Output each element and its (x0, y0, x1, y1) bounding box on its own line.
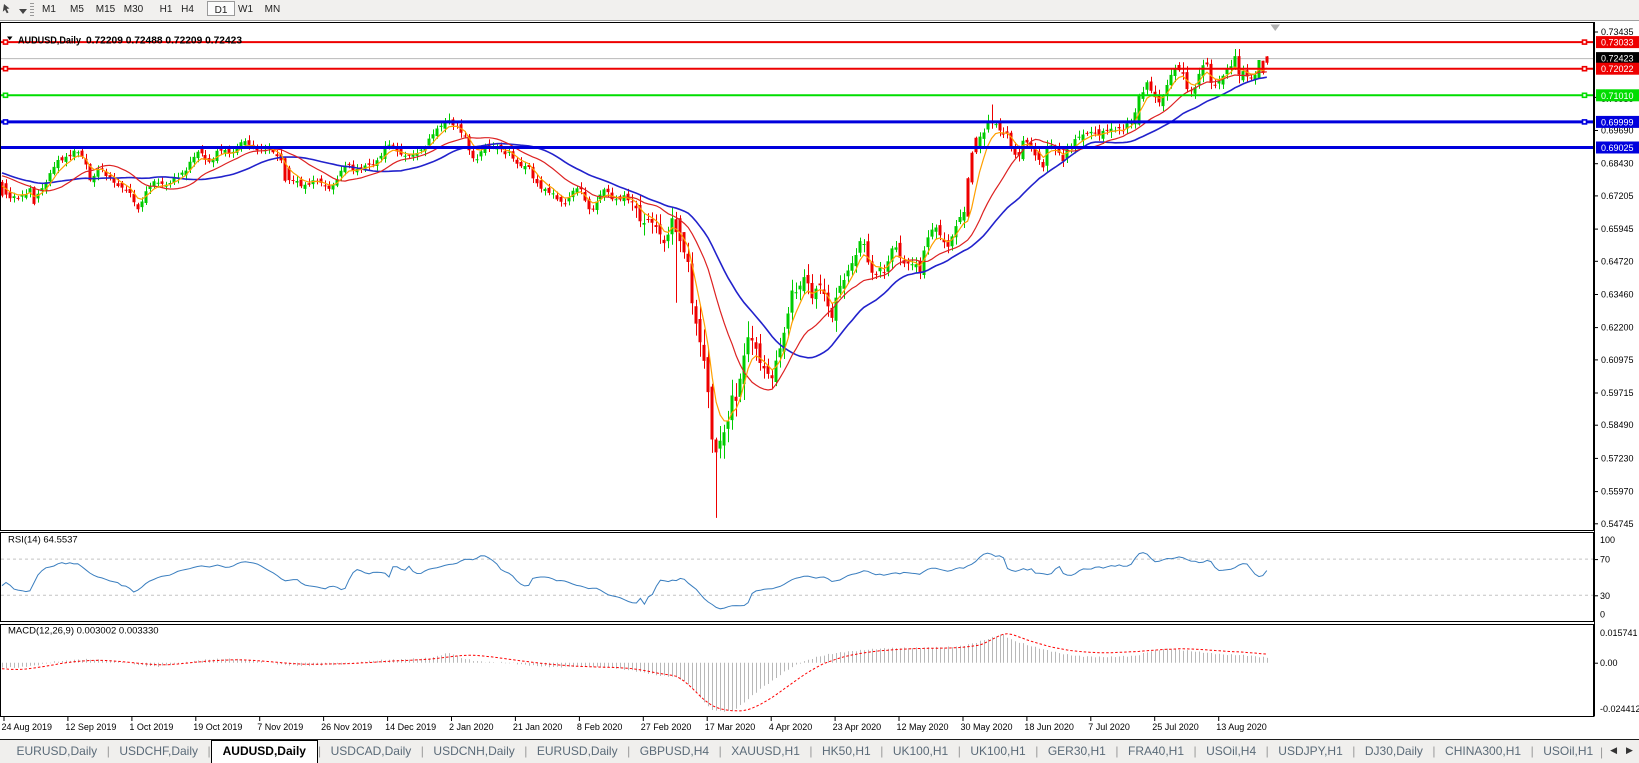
svg-text:7 Jul 2020: 7 Jul 2020 (1088, 722, 1130, 732)
svg-text:1 Oct 2019: 1 Oct 2019 (129, 722, 173, 732)
svg-text:0.57230: 0.57230 (1601, 453, 1634, 463)
svg-text:26 Nov 2019: 26 Nov 2019 (321, 722, 372, 732)
svg-text:0.69999: 0.69999 (1601, 117, 1634, 127)
svg-text:0.71010: 0.71010 (1601, 91, 1634, 101)
svg-text:0.59715: 0.59715 (1601, 388, 1634, 398)
svg-text:0.65945: 0.65945 (1601, 224, 1634, 234)
svg-text:23 Apr 2020: 23 Apr 2020 (833, 722, 882, 732)
svg-text:0.72423: 0.72423 (1601, 54, 1634, 64)
svg-text:100: 100 (1600, 535, 1615, 545)
svg-text:MACD(12,26,9) 0.003002 0.00333: MACD(12,26,9) 0.003002 0.003330 (8, 626, 159, 637)
svg-text:24 Aug 2019: 24 Aug 2019 (2, 722, 53, 732)
svg-text:0.69025: 0.69025 (1601, 143, 1634, 153)
svg-text:4 Apr 2020: 4 Apr 2020 (769, 722, 813, 732)
svg-text:0.55970: 0.55970 (1601, 487, 1634, 497)
svg-text:AUDUSD,Daily: AUDUSD,Daily (18, 36, 81, 47)
svg-text:0.62200: 0.62200 (1601, 323, 1634, 333)
svg-text:8 Feb 2020: 8 Feb 2020 (577, 722, 623, 732)
svg-text:RSI(14) 64.5537: RSI(14) 64.5537 (8, 535, 78, 546)
svg-text:0.63460: 0.63460 (1601, 290, 1634, 300)
svg-text:25 Jul 2020: 25 Jul 2020 (1152, 722, 1199, 732)
svg-text:14 Dec 2019: 14 Dec 2019 (385, 722, 436, 732)
svg-text:0.73033: 0.73033 (1601, 38, 1634, 48)
svg-text:0.72209 0.72488 0.72209 0.7242: 0.72209 0.72488 0.72209 0.72423 (86, 36, 242, 47)
svg-text:70: 70 (1600, 555, 1610, 565)
svg-text:-0.024412: -0.024412 (1600, 704, 1639, 714)
svg-text:0.68430: 0.68430 (1601, 159, 1634, 169)
svg-text:0: 0 (1600, 610, 1605, 620)
svg-text:0.73435: 0.73435 (1601, 27, 1634, 37)
svg-text:0.60975: 0.60975 (1601, 355, 1634, 365)
svg-text:19 Oct 2019: 19 Oct 2019 (193, 722, 242, 732)
svg-text:13 Aug 2020: 13 Aug 2020 (1216, 722, 1267, 732)
svg-text:27 Feb 2020: 27 Feb 2020 (641, 722, 692, 732)
svg-text:12 May 2020: 12 May 2020 (897, 722, 949, 732)
svg-text:21 Jan 2020: 21 Jan 2020 (513, 722, 563, 732)
svg-text:18 Jun 2020: 18 Jun 2020 (1024, 722, 1074, 732)
svg-text:7 Nov 2019: 7 Nov 2019 (257, 722, 303, 732)
svg-text:0.54745: 0.54745 (1601, 519, 1634, 529)
svg-text:0.72022: 0.72022 (1601, 64, 1634, 74)
svg-text:30 May 2020: 30 May 2020 (961, 722, 1013, 732)
svg-text:0.00: 0.00 (1600, 658, 1618, 668)
svg-text:30: 30 (1600, 591, 1610, 601)
svg-text:0.64720: 0.64720 (1601, 256, 1634, 266)
svg-text:0.69690: 0.69690 (1601, 126, 1634, 136)
svg-text:0.58490: 0.58490 (1601, 420, 1634, 430)
svg-text:17 Mar 2020: 17 Mar 2020 (705, 722, 756, 732)
svg-text:12 Sep 2019: 12 Sep 2019 (65, 722, 116, 732)
svg-text:0.67205: 0.67205 (1601, 191, 1634, 201)
svg-text:0.015741: 0.015741 (1600, 628, 1638, 638)
svg-text:2 Jan 2020: 2 Jan 2020 (449, 722, 494, 732)
